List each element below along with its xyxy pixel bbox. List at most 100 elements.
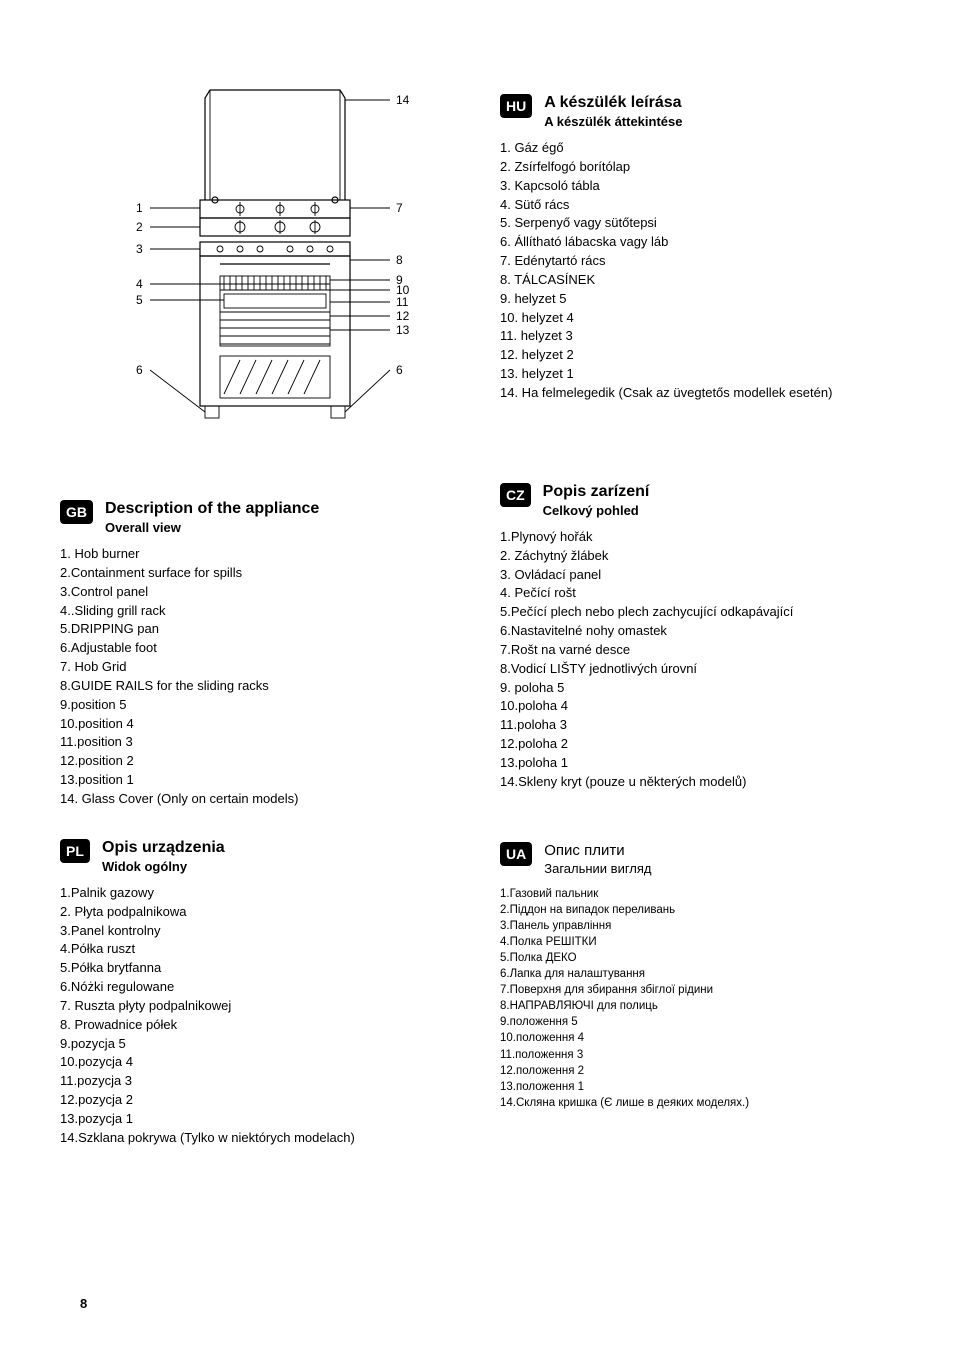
diagram-svg: 1 2 3 4 5 6 14 7 8 9 10 11 12 13 6: [90, 80, 430, 460]
list-item: 8. TÁLCASÍNEK: [500, 271, 894, 290]
gb-title: Description of the appliance: [105, 500, 319, 518]
list-item: 1. Gáz égő: [500, 139, 894, 158]
diagram-label-7: 7: [396, 201, 403, 215]
pl-badge: PL: [60, 839, 90, 863]
list-item: 1.Газовий пальник: [500, 886, 894, 902]
list-item: 3. Kapcsoló tábla: [500, 177, 894, 196]
cz-titles: Popis zarízení Celkový pohled: [543, 483, 650, 518]
list-item: 7.Поверхня для збирання збіглої рідини: [500, 982, 894, 998]
list-item: 8.Vodicí LIŠTY jednotlivých úrovní: [500, 660, 894, 679]
list-item: 13. helyzet 1: [500, 365, 894, 384]
list-item: 12.poloha 2: [500, 735, 894, 754]
ua-header: UA Опис плити Загальнии вигляд: [500, 842, 894, 876]
list-item: 11.poloha 3: [500, 716, 894, 735]
list-item: 6. Állítható lábacska vagy láb: [500, 233, 894, 252]
diagram-label-2: 2: [136, 220, 143, 234]
diagram-label-12: 12: [396, 309, 410, 323]
list-item: 12.положення 2: [500, 1063, 894, 1079]
gb-header: GB Description of the appliance Overall …: [60, 500, 460, 535]
diagram-label-3: 3: [136, 242, 143, 256]
diagram-label-14: 14: [396, 93, 410, 107]
list-item: 3. Ovládací panel: [500, 566, 894, 585]
right-column: HU A készülék leírása A készülék áttekin…: [500, 80, 894, 1178]
spacer: [500, 433, 894, 483]
gb-block: GB Description of the appliance Overall …: [60, 500, 460, 809]
list-item: 9. poloha 5: [500, 679, 894, 698]
list-item: 4.Półka ruszt: [60, 940, 460, 959]
list-item: 10.position 4: [60, 715, 460, 734]
list-item: 5.Полка ДЕКО: [500, 950, 894, 966]
list-item: 14.Skleny kryt (pouze u některých modelů…: [500, 773, 894, 792]
page-number: 8: [80, 1296, 87, 1311]
diagram-label-6r: 6: [396, 363, 403, 377]
pl-block: PL Opis urządzenia Widok ogólny 1.Palnik…: [60, 839, 460, 1148]
gb-subtitle: Overall view: [105, 520, 319, 535]
list-item: 11.position 3: [60, 733, 460, 752]
list-item: 6.Adjustable foot: [60, 639, 460, 658]
cz-badge: CZ: [500, 483, 531, 507]
list-item: 4.Полка РЕШІТКИ: [500, 934, 894, 950]
list-item: 4..Sliding grill rack: [60, 602, 460, 621]
list-item: 7. Edénytartó rács: [500, 252, 894, 271]
cz-subtitle: Celkový pohled: [543, 503, 650, 518]
diagram-label-1: 1: [136, 201, 143, 215]
list-item: 9.положення 5: [500, 1014, 894, 1030]
list-item: 14. Ha felmelegedik (Csak az üvegtetős m…: [500, 384, 894, 403]
pl-subtitle: Widok ogólny: [102, 859, 225, 874]
list-item: 2. Záchytný žlábek: [500, 547, 894, 566]
list-item: 8.GUIDE RAILS for the sliding racks: [60, 677, 460, 696]
list-item: 10.pozycja 4: [60, 1053, 460, 1072]
list-item: 6.Nastavitelné nohy omastek: [500, 622, 894, 641]
gb-list: 1. Hob burner2.Containment surface for s…: [60, 545, 460, 809]
list-item: 11.положення 3: [500, 1047, 894, 1063]
list-item: 14. Glass Cover (Only on certain models): [60, 790, 460, 809]
hu-badge: HU: [500, 94, 532, 118]
cz-header: CZ Popis zarízení Celkový pohled: [500, 483, 894, 518]
list-item: 2. Zsírfelfogó borítólap: [500, 158, 894, 177]
list-item: 1.Palnik gazowy: [60, 884, 460, 903]
list-item: 9. helyzet 5: [500, 290, 894, 309]
cz-list: 1.Plynový hořák2. Záchytný žlábek3. Ovlá…: [500, 528, 894, 792]
ua-badge: UA: [500, 842, 532, 866]
list-item: 14.Скляна кришка (Є лише в деяких моделя…: [500, 1095, 894, 1111]
list-item: 2. Płyta podpalnikowa: [60, 903, 460, 922]
hu-header: HU A készülék leírása A készülék áttekin…: [500, 94, 894, 129]
list-item: 3.Panel kontrolny: [60, 922, 460, 941]
list-item: 9.position 5: [60, 696, 460, 715]
left-column: 1 2 3 4 5 6 14 7 8 9 10 11 12 13 6 GB: [60, 80, 460, 1178]
list-item: 12. helyzet 2: [500, 346, 894, 365]
list-item: 9.pozycja 5: [60, 1035, 460, 1054]
list-item: 1. Hob burner: [60, 545, 460, 564]
list-item: 5.DRIPPING pan: [60, 620, 460, 639]
list-item: 10.положення 4: [500, 1030, 894, 1046]
gb-titles: Description of the appliance Overall vie…: [105, 500, 319, 535]
diagram-label-13: 13: [396, 323, 410, 337]
page-columns: 1 2 3 4 5 6 14 7 8 9 10 11 12 13 6 GB: [60, 80, 894, 1178]
list-item: 12.pozycja 2: [60, 1091, 460, 1110]
cz-title: Popis zarízení: [543, 483, 650, 501]
gb-badge: GB: [60, 500, 93, 524]
ua-subtitle: Загальнии вигляд: [544, 861, 651, 876]
list-item: 2.Пiддон на випадок переливань: [500, 902, 894, 918]
list-item: 5.Półka brytfanna: [60, 959, 460, 978]
list-item: 13.position 1: [60, 771, 460, 790]
pl-title: Opis urządzenia: [102, 839, 225, 857]
list-item: 14.Szklana pokrywa (Tylko w niektórych m…: [60, 1129, 460, 1148]
list-item: 13.poloha 1: [500, 754, 894, 773]
list-item: 5. Serpenyő vagy sütőtepsi: [500, 214, 894, 233]
list-item: 7.Rošt na varné desce: [500, 641, 894, 660]
list-item: 8. Prowadnice półek: [60, 1016, 460, 1035]
diagram-label-11: 11: [396, 295, 409, 309]
list-item: 1.Plynový hořák: [500, 528, 894, 547]
ua-title: Опис плити: [544, 842, 651, 859]
list-item: 7. Ruszta płyty podpalnikowej: [60, 997, 460, 1016]
list-item: 7. Hob Grid: [60, 658, 460, 677]
diagram-label-4: 4: [136, 277, 143, 291]
cz-block: CZ Popis zarízení Celkový pohled 1.Plyno…: [500, 483, 894, 792]
list-item: 13.положення 1: [500, 1079, 894, 1095]
appliance-diagram: 1 2 3 4 5 6 14 7 8 9 10 11 12 13 6: [90, 80, 430, 460]
list-item: 11.pozycja 3: [60, 1072, 460, 1091]
list-item: 6.Лапка для налаштування: [500, 966, 894, 982]
list-item: 6.Nóżki regulowane: [60, 978, 460, 997]
ua-titles: Опис плити Загальнии вигляд: [544, 842, 651, 876]
